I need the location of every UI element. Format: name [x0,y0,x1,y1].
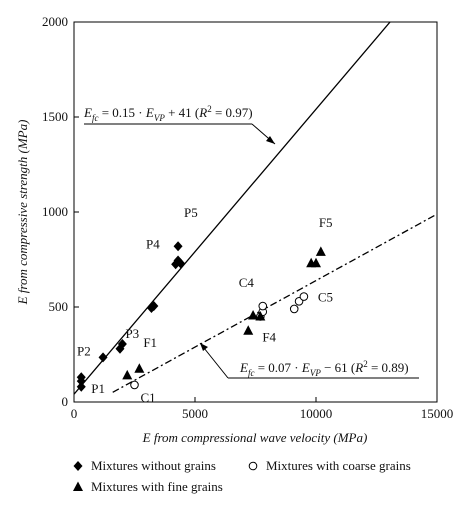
data-points [76,241,326,392]
triangle-point [255,311,266,321]
legend-label: Mixtures without grains [91,458,216,473]
legend: Mixtures without grains Mixtures with coa… [73,458,411,494]
y-tick-label: 0 [62,394,69,409]
arrowhead-solid [266,136,275,144]
fit-line-solid [74,22,391,395]
point-label: F5 [319,215,333,230]
fit-equation-dashdot: Efc = 0.07 · EVP − 61 (R2 = 0.89) [239,359,409,378]
plot-frame [73,21,438,403]
legend-label: Mixtures with coarse grains [266,458,411,473]
point-label: C4 [239,275,255,290]
point-label: P4 [146,236,160,251]
legend-marker-triangle [73,481,83,491]
x-axis-label: E from compressional wave velocity (MPa) [142,430,368,445]
x-tick-label: 0 [71,406,78,421]
diamond-point [117,339,127,350]
triangle-point [243,325,254,335]
axis-ticks: 0 5000 10000 15000 0 500 1000 1500 2000 [42,14,453,421]
diamond-point [173,241,183,252]
point-label: C1 [141,390,156,405]
fit-equation-solid: Efc = 0.15 · EVP + 41 (R2 = 0.97) [83,104,253,123]
y-tick-label: 1500 [42,109,68,124]
triangle-point [248,310,259,320]
diamond-point [76,381,86,392]
diamond-point [175,258,185,269]
point-label: C5 [318,290,333,305]
legend-label: Mixtures with fine grains [91,479,223,494]
y-axis-label: E from compressive strength (MPa) [15,120,30,306]
annotations: Efc = 0.15 · EVP + 41 (R2 = 0.97) Efc = 0… [83,104,419,379]
diamond-point [76,372,86,383]
legend-marker-circle [248,461,258,471]
triangle-point [134,363,145,373]
triangle-point [311,257,321,268]
diamond-point [149,301,159,312]
circle-point [289,304,299,314]
triangle-point [315,246,326,256]
point-label: P5 [184,205,198,220]
point-label: F1 [143,335,157,350]
y-tick-label: 2000 [42,14,68,29]
legend-marker-diamond [73,461,83,471]
fit-lines [74,22,437,395]
x-tick-label: 10000 [300,406,333,421]
diamond-point [98,352,108,363]
triangle-point [122,369,133,380]
point-label: P1 [91,381,105,396]
y-tick-label: 500 [49,299,69,314]
point-labels: P1 P2 P3 P4 P5 C1 F1 C4 F4 C5 F5 [77,205,333,405]
circle-point [130,380,139,390]
point-label: P2 [77,343,91,358]
point-label: P3 [125,326,139,341]
circle-point [258,301,268,311]
x-tick-label: 15000 [421,406,454,421]
fit-line-dashdot [112,213,437,393]
circle-point [299,292,309,301]
arrowhead-dashdot [200,343,208,351]
y-tick-label: 1000 [42,204,68,219]
x-tick-label: 5000 [182,406,208,421]
point-label: F4 [262,330,276,345]
